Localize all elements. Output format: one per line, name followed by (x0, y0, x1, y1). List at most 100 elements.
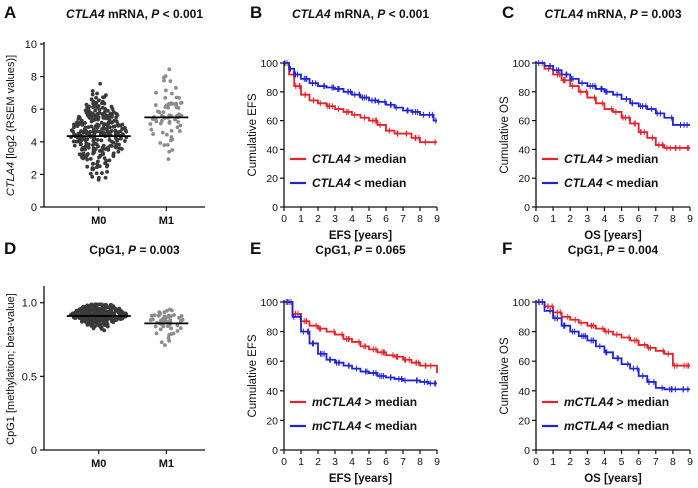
x-tick-label: 0 (533, 213, 539, 225)
data-point (89, 124, 94, 129)
data-point (111, 151, 116, 156)
legend-label: CTLA4 < median (312, 176, 406, 190)
data-point (101, 143, 106, 148)
data-point (83, 121, 87, 125)
chart-title-part: mRNA, (331, 7, 378, 21)
data-point (167, 119, 172, 124)
data-point (110, 107, 115, 111)
legend-label-part: > median (613, 395, 669, 409)
legend-label-part: mCTLA4 (312, 395, 362, 409)
data-point (83, 125, 88, 130)
data-point (82, 316, 86, 321)
data-point (100, 305, 105, 310)
panel-a: A CTLA4 mRNA, P < 0.001 0 2 4 6 8 10 CTLA4 [log2… (4, 3, 205, 227)
data-point (158, 311, 162, 315)
y-axis-label: Cumulative EFS (247, 93, 259, 176)
x-tick-label: 6 (383, 213, 389, 225)
data-point (116, 310, 121, 315)
y-tick-label: 8 (31, 72, 37, 84)
data-point (88, 171, 93, 176)
chart-title-part: P (128, 243, 137, 257)
data-point (162, 143, 167, 147)
x-tick-label: 5 (366, 456, 372, 468)
data-point (80, 310, 84, 315)
y-tick-label: 0 (31, 202, 37, 214)
data-point (166, 336, 171, 340)
data-point (178, 326, 183, 331)
data-point (169, 91, 174, 96)
y-axis-label-part: CTLA4 (5, 162, 17, 196)
chart-title-part: mRNA, (583, 7, 630, 21)
data-point (123, 128, 128, 132)
x-tick-label: 4 (349, 456, 355, 468)
data-point (79, 147, 84, 152)
y-tick-label: 4 (31, 137, 37, 149)
data-point (75, 311, 80, 316)
series-line (284, 301, 437, 385)
data-point (161, 324, 166, 329)
data-point (95, 91, 99, 96)
chart-title: CTLA4 mRNA, P = 0.003 (544, 7, 681, 21)
data-point (101, 115, 106, 120)
data-point (158, 121, 163, 126)
data-point (99, 302, 104, 307)
chart-title-part: < 0.001 (159, 7, 203, 21)
data-point (170, 148, 175, 152)
y-axis-label: CTLA4 [log2 (RSEM values)] (5, 55, 17, 196)
y-tick-label: 60 (266, 116, 278, 128)
data-point (91, 105, 95, 110)
data-point (84, 141, 89, 146)
data-point (83, 304, 88, 309)
data-point (174, 101, 179, 106)
data-point (165, 142, 170, 147)
x-tick-label: 2 (315, 213, 321, 225)
data-point (109, 120, 114, 125)
x-tick-label: 3 (332, 213, 338, 225)
data-point (177, 129, 182, 133)
chart-title-part: CpG1, (315, 243, 354, 257)
data-point (107, 137, 112, 142)
data-point (100, 101, 104, 106)
y-axis-label-part: [log2 (RSEM values)] (5, 55, 17, 162)
y-tick-label: 100 (260, 297, 278, 309)
x-tick-label: 7 (653, 213, 659, 225)
data-point (91, 101, 96, 106)
chart-title-part: P (377, 7, 386, 21)
data-point (163, 343, 167, 348)
data-point (105, 146, 110, 151)
data-point (161, 110, 166, 115)
data-point (94, 95, 98, 100)
chart-title-part: P (606, 243, 615, 257)
data-point (105, 324, 110, 329)
data-point (164, 132, 169, 137)
data-point (87, 109, 91, 114)
data-point (102, 131, 107, 136)
data-point (118, 129, 123, 134)
data-point (101, 151, 105, 156)
chart-title-part: = 0.065 (362, 243, 406, 257)
x-tick-label: 6 (636, 456, 642, 468)
y-tick-label: 40 (266, 386, 278, 398)
x-tick-label: 8 (670, 213, 676, 225)
series-line (536, 62, 690, 126)
data-point (95, 129, 99, 134)
y-tick-label: 100 (512, 297, 530, 309)
data-point (105, 310, 110, 315)
data-point (75, 124, 80, 128)
data-point (100, 148, 104, 153)
data-point (94, 171, 99, 176)
y-axis-label: Cumulative EFS (247, 334, 259, 417)
data-point (71, 139, 76, 144)
data-point (115, 138, 119, 143)
y-tick-label: 6 (31, 104, 37, 116)
chart-title-part: = 0.003 (136, 243, 180, 257)
data-point (175, 329, 180, 333)
panel-letter: D (4, 239, 16, 258)
data-point (77, 316, 82, 321)
chart-title-part: P (630, 7, 639, 21)
chart-title-part: P (354, 243, 363, 257)
data-point (178, 123, 183, 128)
data-point (150, 313, 155, 318)
series-line (536, 62, 690, 149)
